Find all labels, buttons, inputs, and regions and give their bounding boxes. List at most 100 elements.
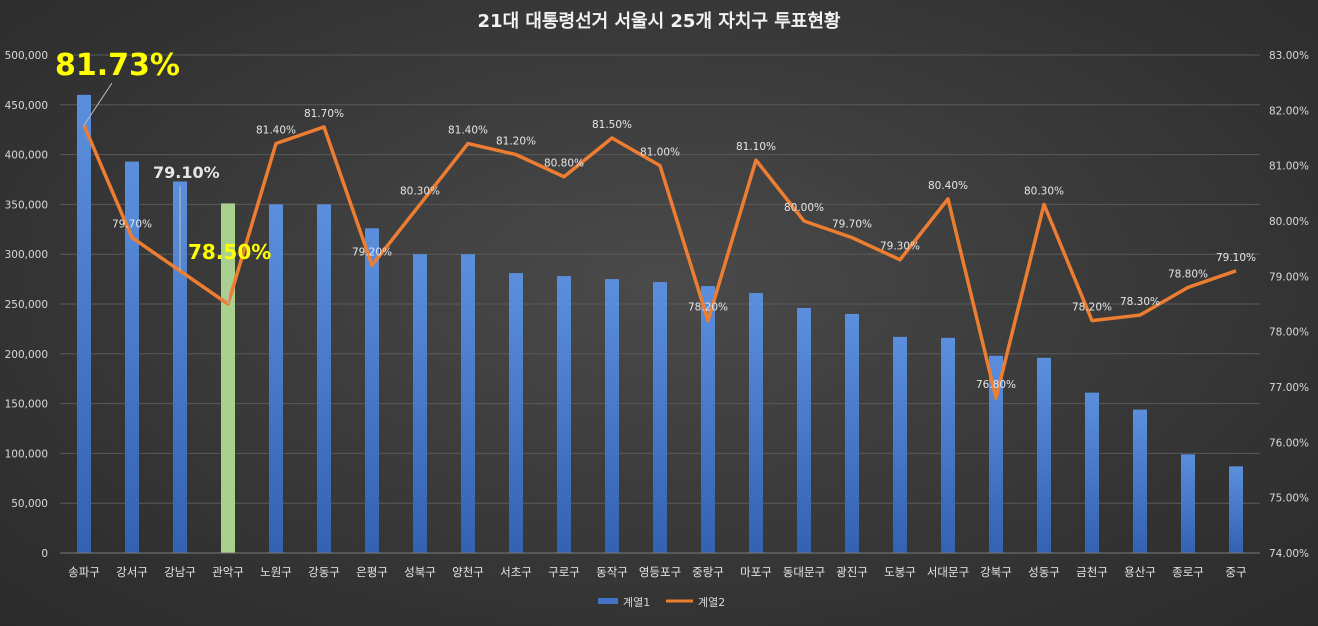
bar-성동구	[1037, 357, 1051, 553]
line-data-label: 79.70%	[112, 219, 152, 231]
bar-동작구	[605, 279, 619, 553]
line-data-label: 79.10%	[1216, 252, 1256, 264]
y-right-tick-label: 78.00%	[1269, 327, 1309, 339]
bar-강북구	[989, 355, 1003, 553]
callout-label: 79.10%	[153, 163, 220, 182]
callout-label: 81.73%	[55, 48, 180, 83]
y-right-tick-label: 76.00%	[1269, 437, 1309, 449]
x-tick-label: 광진구	[836, 565, 868, 579]
bar-종로구	[1181, 454, 1195, 553]
line-data-label: 81.40%	[448, 125, 488, 137]
line-data-label: 81.40%	[256, 125, 296, 137]
line-data-label: 76.80%	[976, 379, 1016, 391]
bar-중랑구	[701, 286, 715, 553]
x-tick-label: 중구	[1225, 565, 1246, 579]
legend: 계열1 계열2	[598, 596, 725, 609]
bar-강동구	[317, 204, 331, 553]
legend-label: 계열2	[698, 596, 725, 609]
bar-구로구	[557, 276, 571, 553]
x-tick-label: 은평구	[356, 565, 388, 579]
bar-광진구	[845, 313, 859, 553]
y-left-tick-label: 100,000	[5, 448, 48, 460]
x-tick-label: 송파구	[68, 565, 100, 579]
line-series-turnout	[82, 124, 1237, 400]
y-right-tick-label: 77.00%	[1269, 382, 1309, 394]
y-right-tick-label: 80.00%	[1269, 216, 1309, 228]
line-data-label: 78.80%	[1168, 268, 1208, 280]
bar-도봉구	[893, 336, 907, 553]
x-tick-label: 동작구	[596, 565, 628, 579]
callout-leader-line	[83, 82, 113, 126]
bar-서대문구	[941, 337, 955, 553]
x-tick-label: 마포구	[740, 565, 772, 579]
line-data-label: 81.00%	[640, 147, 680, 159]
bar-영등포구	[653, 282, 667, 553]
line-data-label: 81.50%	[592, 119, 632, 131]
line-data-label: 80.00%	[784, 202, 824, 214]
callout-leader-line	[227, 264, 231, 305]
x-tick-label: 용산구	[1124, 565, 1156, 579]
bar-송파구	[77, 94, 91, 553]
x-tick-label: 양천구	[452, 565, 484, 579]
line-data-label: 80.80%	[544, 158, 584, 170]
bar-강서구	[125, 161, 139, 553]
line-data-label: 78.30%	[1120, 296, 1160, 308]
y-right-tick-label: 81.00%	[1269, 161, 1309, 173]
x-tick-label: 도봉구	[884, 565, 916, 579]
y-left-tick-label: 500,000	[5, 50, 48, 62]
x-tick-label: 금천구	[1076, 565, 1108, 579]
bar-은평구	[365, 228, 379, 553]
bar-서초구	[509, 273, 523, 553]
x-tick-label: 강동구	[308, 565, 340, 579]
y-right-tick-label: 79.00%	[1269, 271, 1309, 283]
chart-title: 21대 대통령선거 서울시 25개 자치구 투표현황	[478, 11, 841, 32]
line-data-label: 80.40%	[928, 180, 968, 192]
y-left-tick-label: 150,000	[5, 399, 48, 411]
line-data-label: 81.20%	[496, 136, 536, 148]
line-data-label: 79.70%	[832, 219, 872, 231]
bar-용산구	[1133, 409, 1147, 553]
x-tick-label: 강남구	[164, 565, 196, 579]
bar-동대문구	[797, 307, 811, 553]
line-data-label: 78.20%	[688, 302, 728, 314]
x-tick-label: 서대문구	[927, 565, 969, 579]
line-data-label: 79.20%	[352, 246, 392, 258]
legend-label: 계열1	[623, 596, 650, 609]
y-left-tick-label: 50,000	[11, 498, 48, 510]
y-right-tick-label: 83.00%	[1269, 50, 1309, 62]
legend-swatch-bar	[598, 598, 618, 604]
bar-성북구	[413, 254, 427, 553]
x-tick-label: 강북구	[980, 565, 1012, 579]
x-tick-label: 서초구	[500, 565, 532, 579]
y-left-tick-label: 250,000	[5, 299, 48, 311]
x-tick-label: 성동구	[1028, 565, 1060, 579]
line-data-label: 80.30%	[1024, 185, 1064, 197]
bar-마포구	[749, 293, 763, 553]
x-tick-label: 중랑구	[692, 565, 724, 579]
x-tick-label: 성북구	[404, 565, 436, 579]
callout-label: 78.50%	[188, 240, 271, 264]
x-tick-label: 동대문구	[783, 565, 825, 579]
y-right-tick-label: 74.00%	[1269, 548, 1309, 560]
line-data-label: 78.20%	[1072, 302, 1112, 314]
x-tick-label: 관악구	[212, 565, 244, 579]
x-tick-label: 구로구	[548, 565, 580, 579]
y-left-tick-label: 350,000	[5, 199, 48, 211]
bar-양천구	[461, 254, 475, 553]
bar-금천구	[1085, 392, 1099, 553]
y-left-tick-label: 300,000	[5, 249, 48, 261]
bar-중구	[1229, 466, 1243, 553]
y-left-tick-label: 200,000	[5, 349, 48, 361]
x-tick-label: 영등포구	[639, 565, 681, 579]
line-data-label: 80.30%	[400, 185, 440, 197]
y-right-tick-label: 75.00%	[1269, 493, 1309, 505]
x-tick-label: 강서구	[116, 565, 148, 579]
bar-노원구	[269, 204, 283, 553]
y-left-tick-label: 0	[41, 548, 48, 560]
line-data-label: 79.30%	[880, 241, 920, 253]
line-data-label: 81.70%	[304, 108, 344, 120]
x-tick-label: 종로구	[1172, 565, 1204, 579]
y-left-tick-label: 450,000	[5, 100, 48, 112]
